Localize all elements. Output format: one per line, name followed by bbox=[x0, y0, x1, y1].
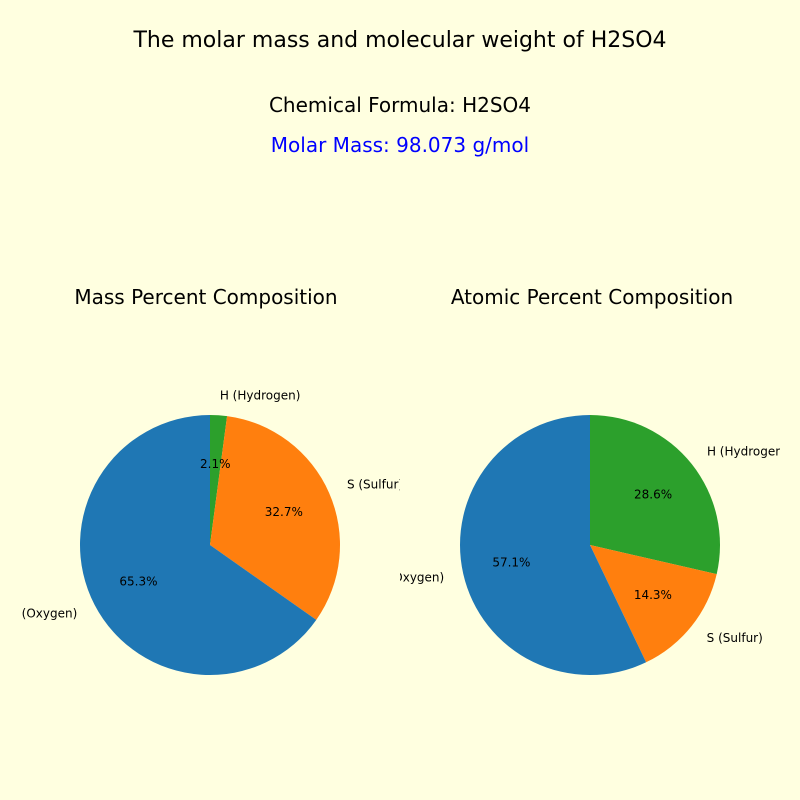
slice-label: O (Oxygen) bbox=[400, 571, 444, 585]
slice-label: H (Hydrogen) bbox=[220, 388, 301, 402]
slice-percent: 65.3% bbox=[119, 575, 157, 589]
main-title: The molar mass and molecular weight of H… bbox=[0, 28, 800, 53]
molar-mass: Molar Mass: 98.073 g/mol bbox=[0, 133, 800, 157]
chart-title-atomic: Atomic Percent Composition bbox=[402, 285, 782, 309]
slice-percent: 2.1% bbox=[200, 457, 231, 471]
slice-percent: 32.7% bbox=[265, 505, 303, 519]
slice-percent: 14.3% bbox=[634, 588, 672, 602]
slice-label: O (Oxygen) bbox=[20, 606, 77, 620]
slice-percent: 28.6% bbox=[634, 487, 672, 501]
slice-label: S (Sulfur) bbox=[347, 478, 400, 492]
mass-percent-chart: 2.1% H (Hydrogen) 32.7% S (Sulfur) 65.3% O (O… bbox=[20, 370, 400, 710]
atomic-percent-chart: 28.6% H (Hydrogen) 14.3% S (Sulfur) 57.1% O (… bbox=[400, 370, 780, 710]
slice-label: H (Hydrogen) bbox=[707, 444, 780, 458]
slice-label: S (Sulfur) bbox=[707, 631, 763, 645]
chemical-formula: Chemical Formula: H2SO4 bbox=[0, 93, 800, 117]
slice-percent: 57.1% bbox=[492, 555, 530, 569]
chart-title-mass: Mass Percent Composition bbox=[16, 285, 396, 309]
